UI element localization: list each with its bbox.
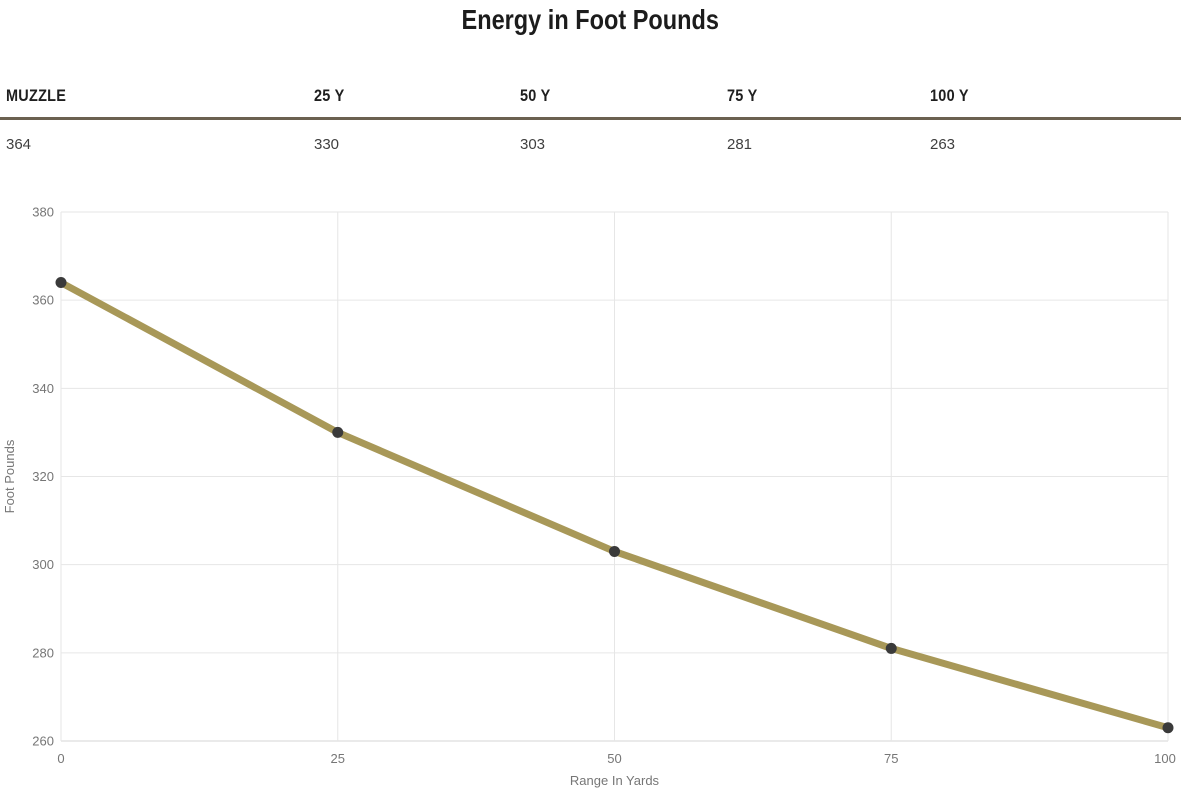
table-value-row: 364 330 303 281 263: [0, 120, 1181, 153]
table-header-50y: 50 Y: [520, 86, 551, 105]
table-header-25y: 25 Y: [314, 86, 345, 105]
y-tick-label: 280: [32, 645, 54, 660]
x-tick-label: 50: [607, 751, 621, 766]
y-tick-label: 320: [32, 469, 54, 484]
table-value-25y: 330: [314, 136, 340, 153]
chart-svg: 260 280 300 320 340 360 380 0 25 50 75 100 Foot Poun…: [2, 205, 1176, 789]
y-tick-label: 300: [32, 557, 54, 572]
table-value-50y: 303: [520, 136, 546, 153]
y-tick-label: 380: [32, 205, 54, 220]
energy-line-chart: 260 280 300 320 340 360 380 0 25 50 75 100 Foot Poun…: [0, 194, 1181, 794]
x-tick-label: 75: [884, 751, 898, 766]
energy-table: MUZZLE 25 Y 50 Y 75 Y 100 Y 364 330 303 …: [0, 86, 1181, 153]
table-header-75y: 75 Y: [727, 86, 758, 105]
y-tick-label: 360: [32, 293, 54, 308]
table-value-75y: 281: [727, 136, 753, 153]
data-point[interactable]: [332, 426, 344, 438]
page-title-text: Energy in Foot Pounds: [461, 4, 720, 35]
x-tick-label: 100: [1154, 751, 1176, 766]
y-tick-label: 260: [32, 734, 54, 749]
table-value-muzzle: 364: [6, 136, 32, 153]
data-point[interactable]: [55, 277, 67, 289]
x-tick-label: 25: [331, 751, 345, 766]
y-tick-label: 340: [32, 381, 54, 396]
table-value-100y: 263: [930, 136, 956, 153]
data-point[interactable]: [885, 642, 897, 654]
page-title: Energy in Foot Pounds: [0, 0, 1181, 36]
y-axis-title: Foot Pounds: [2, 439, 17, 513]
table-header-row: MUZZLE 25 Y 50 Y 75 Y 100 Y: [0, 86, 1181, 120]
x-axis-title: Range In Yards: [570, 773, 660, 788]
data-point[interactable]: [1162, 722, 1174, 734]
table-header-100y: 100 Y: [930, 86, 969, 105]
data-point[interactable]: [609, 545, 620, 557]
table-header-muzzle: MUZZLE: [6, 86, 67, 105]
x-tick-label: 0: [57, 751, 64, 766]
